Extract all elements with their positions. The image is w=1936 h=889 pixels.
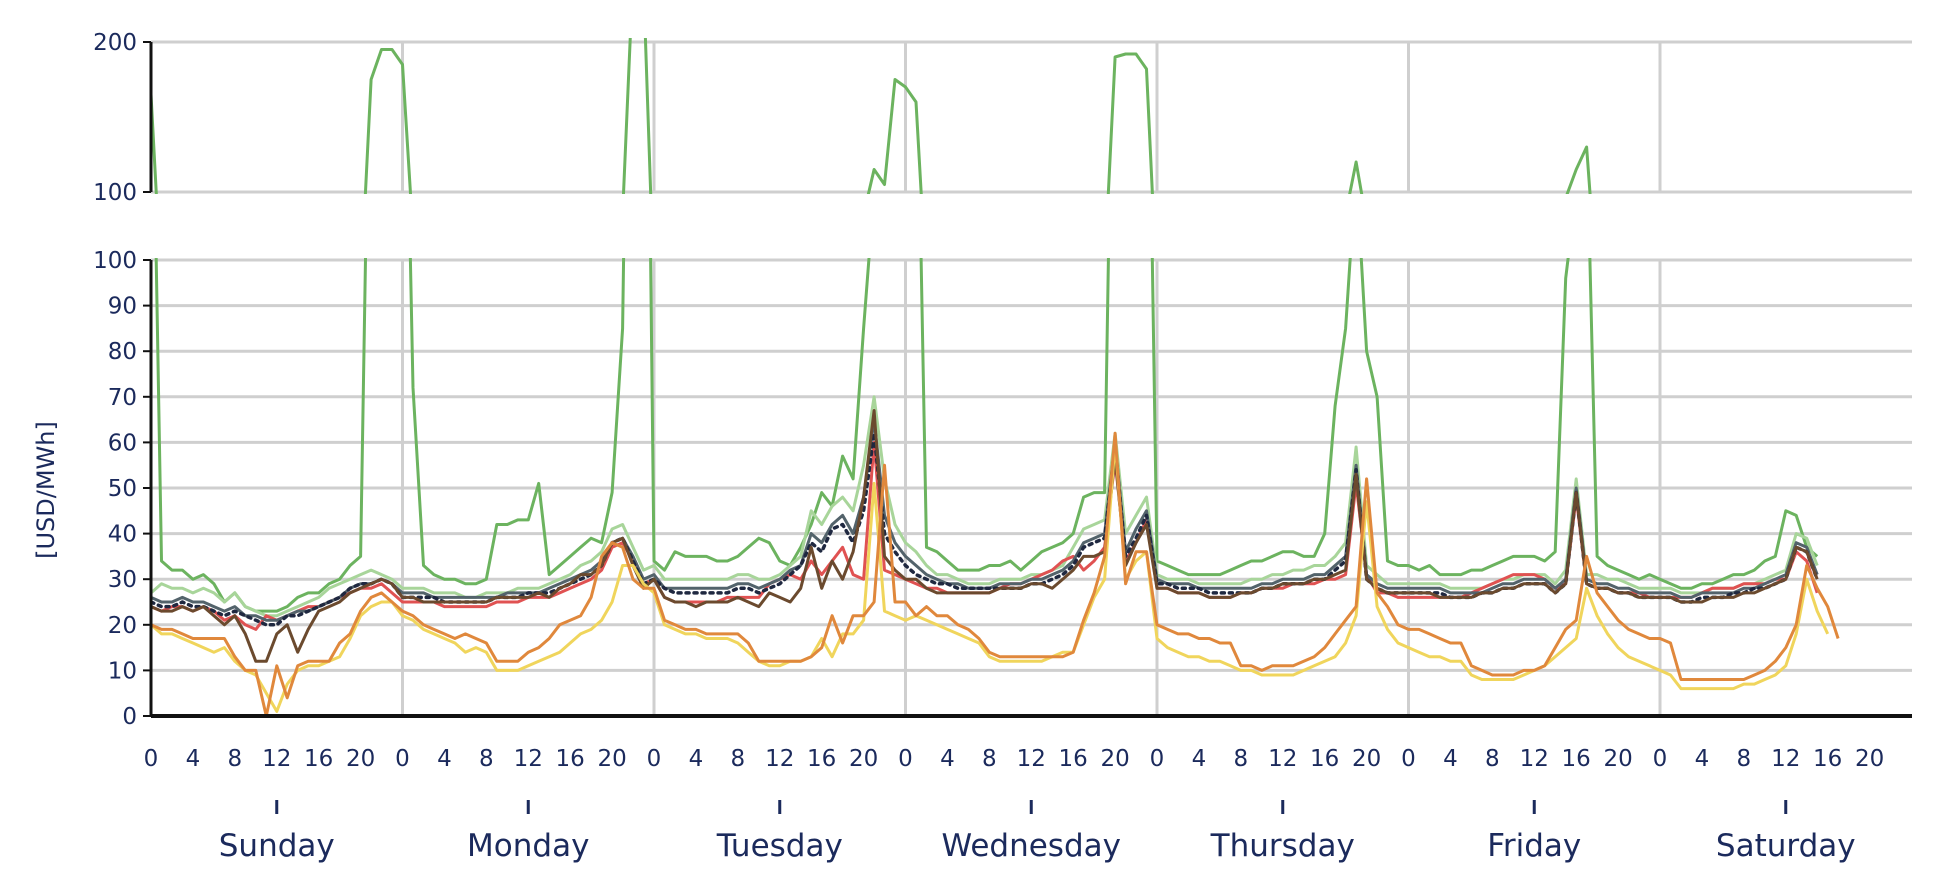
- x-tick-label: 20: [1100, 746, 1129, 772]
- x-tick-label: 8: [1485, 746, 1500, 772]
- x-tick-label: 8: [228, 746, 243, 772]
- x-tick-label: 8: [479, 746, 494, 772]
- y-tick-label: 90: [108, 294, 137, 320]
- x-tick-label: 8: [1234, 746, 1249, 772]
- x-tick-label: 0: [898, 746, 913, 772]
- day-label: Thursday: [1210, 828, 1355, 864]
- x-tick-label: 0: [1150, 746, 1165, 772]
- series-line-7: [150, 440, 1830, 713]
- x-tick-label: 20: [1603, 746, 1632, 772]
- x-tick-label: 0: [1401, 746, 1416, 772]
- x-tick-labels: 0 4 8 12 16 20 0 4 8 12 16 20 0 4 8 12 16 20 0 4 8 12 16 20 0 4 8 1…: [144, 746, 1885, 772]
- x-tick-label: 8: [731, 746, 746, 772]
- x-tick-label: 0: [1653, 746, 1668, 772]
- day-label: Saturday: [1716, 828, 1856, 864]
- x-tick-label: 4: [1695, 746, 1710, 772]
- x-tick-label: 8: [1737, 746, 1752, 772]
- x-tick-label: 4: [940, 746, 955, 772]
- x-tick-label: 16: [1059, 746, 1088, 772]
- x-tick-label: 12: [514, 746, 543, 772]
- x-tick-label: 12: [1268, 746, 1297, 772]
- y-tick-label: 60: [108, 430, 137, 456]
- x-tick-label: 0: [395, 746, 410, 772]
- day-label: Monday: [467, 828, 589, 864]
- series-line-8-upper: [151, 249, 1838, 342]
- y-tick-label: 10: [108, 658, 137, 684]
- series-line-6: [150, 409, 1819, 663]
- x-tick-label: 4: [1443, 746, 1458, 772]
- y-axis-label: [USD/MWh]: [32, 421, 60, 559]
- grid-lines: [151, 40, 1912, 718]
- x-tick-label: 4: [689, 746, 704, 772]
- y-tick-label: 40: [108, 522, 137, 548]
- y-tick-label: 100: [93, 180, 137, 206]
- x-tick-label: 4: [437, 746, 452, 772]
- day-separators: [401, 42, 1662, 716]
- y-tick-label: 20: [108, 613, 137, 639]
- series-line-2: [150, 395, 1819, 618]
- x-tick-label: 16: [1813, 746, 1842, 772]
- series-lower-panel: [150, 258, 1840, 718]
- y-tick-label: 70: [108, 385, 137, 411]
- x-tick-label: 0: [647, 746, 662, 772]
- x-tick-label: 16: [556, 746, 585, 772]
- axes: [143, 41, 1912, 718]
- series-line-6-upper: [151, 242, 1817, 325]
- day-label: Tuesday: [716, 828, 843, 864]
- x-tick-label: 16: [807, 746, 836, 772]
- x-tick-label: 12: [765, 746, 794, 772]
- x-tick-label: 20: [1352, 746, 1381, 772]
- y-tick-label: 30: [108, 567, 137, 593]
- series-upper-panel: [150, 38, 1838, 342]
- series-line-1: [154, 258, 1819, 613]
- day-labels: Sunday Monday Tuesday Wednesday Thursday Frid…: [219, 800, 1856, 864]
- x-tick-label: 8: [982, 746, 997, 772]
- y-tick-label: 50: [108, 476, 137, 502]
- y-tick-label: 100: [93, 248, 137, 274]
- x-tick-label: 0: [144, 746, 159, 772]
- x-tick-label: 20: [849, 746, 878, 772]
- series-line-4: [150, 418, 1819, 622]
- day-label: Friday: [1487, 828, 1581, 864]
- x-tick-label: 12: [262, 746, 291, 772]
- x-tick-label: 12: [1520, 746, 1549, 772]
- x-tick-label: 16: [1310, 746, 1339, 772]
- x-tick-label: 16: [304, 746, 333, 772]
- y-tick-label: 0: [122, 704, 137, 730]
- x-tick-label: 20: [597, 746, 626, 772]
- x-tick-label: 4: [186, 746, 201, 772]
- x-tick-label: 12: [1771, 746, 1800, 772]
- x-tick-label: 4: [1192, 746, 1207, 772]
- day-label: Wednesday: [942, 828, 1121, 864]
- y-tick-label: 80: [108, 339, 137, 365]
- series-line-3: [150, 440, 1819, 631]
- x-tick-label: 20: [1855, 746, 1884, 772]
- y-tick-labels: 0 10 20 30 40 50 60 70 80 90 100 100 200: [93, 30, 137, 730]
- x-tick-label: 12: [1017, 746, 1046, 772]
- x-tick-label: 16: [1562, 746, 1591, 772]
- series-line-8: [150, 431, 1840, 718]
- day-label: Sunday: [219, 828, 335, 864]
- x-tick-label: 20: [346, 746, 375, 772]
- y-tick-label: 200: [93, 30, 137, 56]
